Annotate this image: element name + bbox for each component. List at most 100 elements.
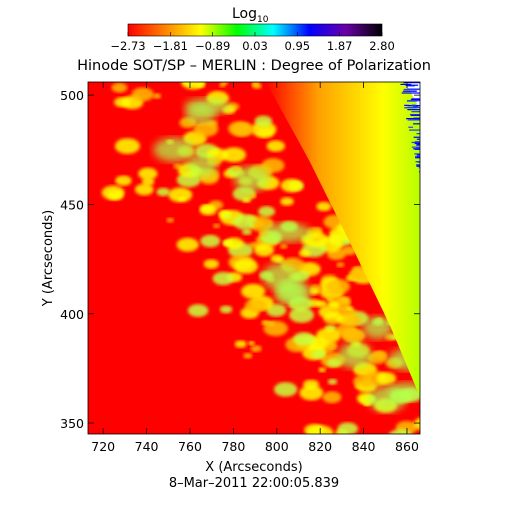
colorbar-tick-label: −2.73 xyxy=(110,39,145,53)
y-axis: 350 400 450 500 xyxy=(60,88,420,431)
noise-streak xyxy=(427,197,452,198)
patch xyxy=(429,301,440,308)
patch xyxy=(212,271,234,286)
colorbar-ticks: −2.73 −1.81 −0.89 0.03 0.95 1.87 2.80 xyxy=(110,32,395,53)
patch xyxy=(115,175,132,186)
patch xyxy=(421,408,431,414)
patch xyxy=(432,428,457,443)
patch xyxy=(445,322,462,333)
patch xyxy=(241,228,252,236)
patch xyxy=(344,315,362,326)
noise-streak xyxy=(413,136,420,138)
patch xyxy=(432,388,450,399)
patch xyxy=(339,306,346,312)
patch xyxy=(303,231,329,248)
noise-streak xyxy=(415,142,420,144)
x-tick-label: 860 xyxy=(395,439,419,454)
noise-streak xyxy=(407,119,420,121)
noise-streak xyxy=(410,99,420,101)
patch xyxy=(444,342,457,350)
noise-streak xyxy=(406,106,420,109)
patch xyxy=(474,377,483,383)
noise-streak xyxy=(413,123,420,125)
noise-streak xyxy=(419,161,420,163)
noise-streak xyxy=(416,165,420,167)
patch xyxy=(266,140,286,152)
noise-streak xyxy=(404,104,410,106)
patch xyxy=(252,219,265,228)
patch xyxy=(241,283,266,299)
patch xyxy=(224,214,233,219)
patch xyxy=(270,254,284,263)
noise-streak xyxy=(402,90,417,92)
patch xyxy=(280,197,294,206)
patch xyxy=(279,244,288,249)
patch xyxy=(311,349,326,359)
patch xyxy=(166,217,174,223)
patch xyxy=(200,234,221,248)
noise-streak xyxy=(415,161,420,163)
noise-streak xyxy=(416,138,420,140)
patch xyxy=(222,240,232,246)
patch xyxy=(233,258,259,274)
patch-core xyxy=(233,166,271,192)
noise-streak xyxy=(420,144,451,145)
timestamp: 8–Mar–2011 22:00:05.839 xyxy=(169,476,339,491)
noise-streak xyxy=(407,109,420,111)
patch xyxy=(293,332,315,346)
noise-streak xyxy=(421,179,443,180)
x-tick-label: 820 xyxy=(308,439,332,454)
patch xyxy=(213,223,221,229)
noise-streak xyxy=(424,170,439,171)
patch-core xyxy=(186,154,218,178)
patch xyxy=(309,288,320,295)
patch xyxy=(138,167,158,180)
patch-core xyxy=(362,316,393,340)
patch xyxy=(242,197,251,203)
patch xyxy=(203,259,219,269)
noise-streak xyxy=(421,150,437,151)
patch xyxy=(280,178,303,193)
noise-streak xyxy=(415,157,420,159)
patch xyxy=(470,400,491,413)
x-axis-label: X (Arcseconds) xyxy=(205,460,302,475)
noise-streak xyxy=(417,143,420,145)
noise-streak xyxy=(415,147,420,149)
patch xyxy=(243,352,253,359)
patch xyxy=(244,298,267,313)
noise-streak xyxy=(425,194,434,195)
noise-streak xyxy=(419,155,420,157)
patch xyxy=(250,121,277,138)
patch xyxy=(327,378,338,385)
patch-core xyxy=(185,104,217,125)
noise-streak xyxy=(420,149,444,150)
x-tick-label: 720 xyxy=(91,439,115,454)
patch xyxy=(336,262,345,268)
noise-streak xyxy=(429,211,442,212)
patch xyxy=(219,305,233,314)
patch xyxy=(376,372,397,385)
patch xyxy=(436,408,443,412)
patch xyxy=(422,418,441,430)
patch xyxy=(337,422,359,434)
patch-core xyxy=(153,137,196,162)
noise-streak xyxy=(425,212,443,213)
patch xyxy=(111,82,128,93)
patch xyxy=(247,340,255,346)
patch xyxy=(298,249,311,258)
noise-streak xyxy=(408,100,420,102)
patch xyxy=(316,201,332,212)
patch xyxy=(427,430,435,435)
patch xyxy=(263,320,288,337)
y-tick-label: 500 xyxy=(60,88,84,103)
noise-streak xyxy=(411,114,420,116)
noise-streak xyxy=(421,181,439,182)
noise-streak xyxy=(401,92,420,94)
y-tick-label: 400 xyxy=(60,307,84,322)
patch xyxy=(363,401,371,407)
noise-streak xyxy=(416,133,420,135)
patch xyxy=(249,193,257,198)
patch xyxy=(326,358,341,368)
noise-streak xyxy=(418,167,420,169)
noise-streak xyxy=(423,173,431,174)
